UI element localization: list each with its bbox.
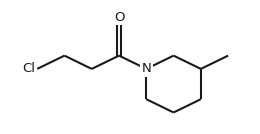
Text: O: O [114, 11, 124, 24]
Text: Cl: Cl [23, 62, 36, 75]
Text: N: N [141, 62, 151, 75]
